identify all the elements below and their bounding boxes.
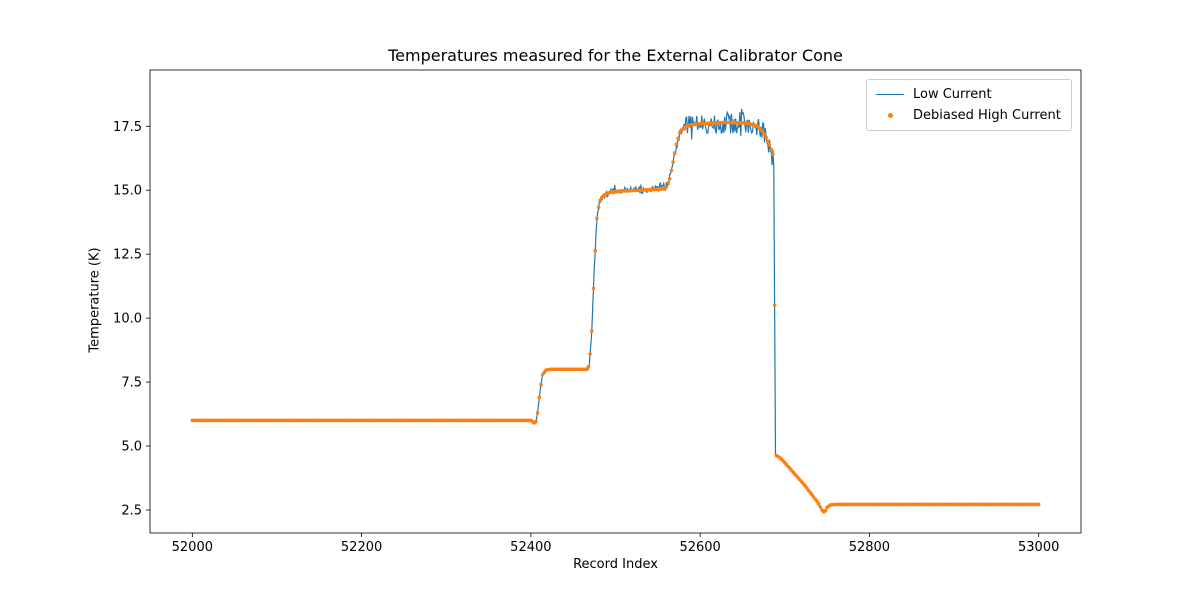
legend-item-debiased-high-current: Debiased High Current — [875, 108, 1061, 123]
y-ticks: 2.5 5.0 7.5 10.0 12.5 15.0 17.5 — [113, 120, 150, 518]
x-tick-label: 52600 — [679, 540, 720, 555]
x-tick-label: 52400 — [510, 540, 551, 555]
x-ticks: 52000 52200 52400 52600 52800 53000 — [172, 533, 1059, 555]
y-tick-label: 15.0 — [113, 184, 142, 199]
y-tick-label: 7.5 — [121, 376, 142, 391]
legend: Low Current Debiased High Current — [866, 79, 1072, 131]
debiased-high-current-points — [190, 120, 1041, 514]
chart-title: Temperatures measured for the External C… — [388, 46, 843, 65]
x-tick-label: 52000 — [172, 540, 213, 555]
x-tick-label: 53000 — [1018, 540, 1059, 555]
legend-label-debiased-high-current: Debiased High Current — [913, 108, 1061, 123]
y-axis-label: Temperature (K) — [87, 247, 103, 353]
y-tick-label: 10.0 — [113, 312, 142, 327]
y-tick-label: 17.5 — [113, 120, 142, 135]
legend-label-low-current: Low Current — [913, 87, 992, 102]
low-current-line-swatch — [875, 94, 905, 95]
x-tick-label: 52200 — [341, 540, 382, 555]
x-tick-label: 52800 — [849, 540, 890, 555]
x-axis-label: Record Index — [573, 557, 658, 572]
y-tick-label: 12.5 — [113, 248, 142, 263]
axes-border — [149, 69, 1082, 534]
y-tick-label: 5.0 — [121, 440, 142, 455]
debiased-high-current-dot-swatch — [875, 113, 905, 118]
y-tick-label: 2.5 — [121, 503, 142, 518]
legend-item-low-current: Low Current — [875, 87, 1061, 102]
